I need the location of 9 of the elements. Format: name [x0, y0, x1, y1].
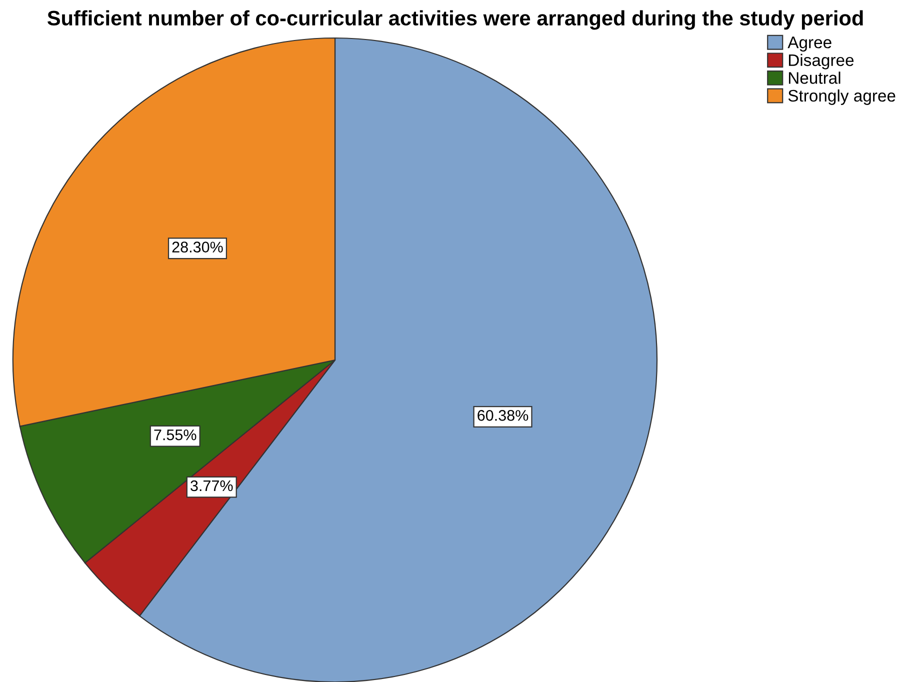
data-label: 3.77% — [190, 480, 233, 492]
legend-label: Agree — [788, 36, 832, 52]
legend-label: Neutral — [788, 72, 840, 84]
data-label: 28.30% — [172, 242, 223, 253]
data-label: 7.55% — [154, 430, 196, 440]
legend-label: Disagree — [788, 54, 854, 70]
data-label: 60.38% — [478, 410, 528, 421]
chart-title: Sufficient number of co-curricular activities were arranged during the study period — [47, 10, 863, 30]
legend-label: Strongly agree — [788, 89, 896, 105]
